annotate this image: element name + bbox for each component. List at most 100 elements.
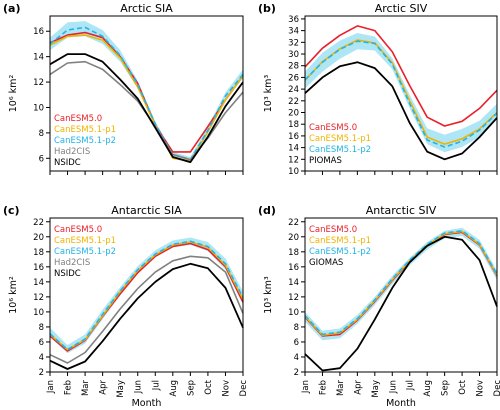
y-tick-label: 34 bbox=[288, 27, 299, 37]
y-tick-label: 16 bbox=[33, 263, 44, 273]
y-tick-label: 10 bbox=[33, 103, 44, 113]
panel-label: (b) bbox=[258, 2, 276, 15]
plot-frame bbox=[304, 15, 498, 172]
y-axis-label: 10³ km³ bbox=[263, 75, 274, 113]
plot-frame bbox=[49, 15, 244, 172]
chart-title: Antarctic SIA bbox=[111, 204, 182, 217]
y-tick-label: 18 bbox=[288, 248, 299, 258]
legend-entry-piomas: PIOMAS bbox=[309, 156, 342, 166]
y-tick-label: 6 bbox=[39, 154, 44, 164]
y-tick-label: 20 bbox=[288, 233, 299, 243]
plot-frame bbox=[49, 217, 244, 373]
panel-label: (d) bbox=[258, 204, 276, 217]
series-line-nsidc bbox=[49, 262, 244, 370]
x-tick-label: Oct bbox=[204, 379, 214, 394]
y-tick-label: 20 bbox=[33, 233, 44, 243]
x-tick-label: Jan bbox=[46, 380, 56, 394]
y-tick-label: 36 bbox=[288, 15, 299, 25]
legend-entry-canesm5-1-p1: CanESM5.1-p1 bbox=[309, 134, 371, 144]
legend-entry-canesm5-1-p2: CanESM5.1-p2 bbox=[54, 136, 116, 146]
y-tick-label: 26 bbox=[288, 73, 299, 83]
y-tick-label: 10 bbox=[288, 308, 299, 318]
x-tick-label: Jun bbox=[134, 380, 144, 394]
spread-band bbox=[50, 237, 243, 354]
legend-entry-canesm5-1-p1: CanESM5.1-p1 bbox=[54, 125, 116, 135]
y-tick-label: 8 bbox=[294, 323, 299, 333]
x-tick-label: Oct bbox=[458, 379, 468, 394]
legend-entry-canesm5-0: CanESM5.0 bbox=[309, 225, 357, 235]
x-tick-label: Feb bbox=[64, 380, 74, 395]
x-tick-label: May bbox=[371, 380, 381, 398]
y-tick-label: 10 bbox=[33, 308, 44, 318]
y-tick-label: 32 bbox=[288, 38, 299, 48]
series-line-piomas bbox=[304, 61, 498, 161]
y-axis-label: 10⁶ km² bbox=[8, 75, 19, 113]
y-tick-label: 6 bbox=[294, 338, 299, 348]
y-tick-label: 16 bbox=[33, 27, 44, 37]
legend-entry-giomas: GIOMAS bbox=[309, 258, 343, 268]
panel-label: (c) bbox=[3, 204, 20, 217]
legend-entry-canesm5-0: CanESM5.0 bbox=[54, 225, 102, 235]
y-tick-label: 12 bbox=[288, 293, 299, 303]
y-tick-label: 8 bbox=[39, 323, 44, 333]
y-tick-label: 18 bbox=[33, 248, 44, 258]
y-tick-label: 12 bbox=[33, 78, 44, 88]
y-tick-label: 12 bbox=[288, 155, 299, 165]
x-tick-label: Sep bbox=[186, 380, 196, 396]
y-tick-label: 4 bbox=[294, 353, 299, 363]
y-tick-label: 16 bbox=[288, 132, 299, 142]
y-tick-label: 6 bbox=[39, 338, 44, 348]
legend-entry-nsidc: NSIDC bbox=[54, 269, 81, 279]
y-tick-label: 18 bbox=[288, 120, 299, 130]
y-tick-label: 20 bbox=[288, 109, 299, 119]
y-tick-label: 10 bbox=[288, 167, 299, 177]
series-line-canesm5-1-p2 bbox=[49, 240, 244, 351]
series-line-canesm5-1-p2 bbox=[304, 40, 498, 148]
x-tick-label: Jul bbox=[406, 380, 416, 391]
y-tick-label: 30 bbox=[288, 50, 299, 60]
y-tick-label: 4 bbox=[39, 353, 44, 363]
legend-entry-canesm5-1-p1: CanESM5.1-p1 bbox=[54, 236, 116, 246]
legend-entry-nsidc: NSIDC bbox=[54, 158, 81, 168]
y-tick-label: 22 bbox=[288, 97, 299, 107]
spread-band bbox=[305, 227, 497, 341]
x-tick-label: Nov bbox=[221, 380, 231, 397]
series-line-canesm5-0 bbox=[304, 25, 498, 127]
y-tick-label: 24 bbox=[288, 85, 299, 95]
y-tick-label: 28 bbox=[288, 62, 299, 72]
x-tick-label: Apr bbox=[353, 380, 363, 395]
series-line-canesm5-1-p1 bbox=[49, 34, 244, 162]
x-tick-label: Dec bbox=[239, 380, 249, 397]
y-tick-label: 14 bbox=[288, 278, 299, 288]
y-tick-label: 14 bbox=[288, 144, 299, 154]
x-axis-label: Month bbox=[386, 398, 416, 409]
x-tick-label: Mar bbox=[81, 380, 91, 397]
legend-entry-canesm5-1-p2: CanESM5.1-p2 bbox=[54, 247, 116, 257]
plot-frame bbox=[304, 217, 498, 373]
panel-label: (a) bbox=[3, 2, 20, 15]
y-tick-label: 14 bbox=[33, 278, 44, 288]
legend-entry-canesm5-0: CanESM5.0 bbox=[54, 114, 102, 124]
y-tick-label: 22 bbox=[33, 218, 44, 228]
series-line-canesm5-1-p2 bbox=[304, 230, 498, 336]
series-line-canesm5-1-p2 bbox=[49, 26, 244, 161]
x-tick-label: Sep bbox=[441, 380, 451, 396]
x-tick-label: Aug bbox=[169, 380, 179, 397]
y-tick-label: 16 bbox=[288, 263, 299, 273]
x-tick-label: Jun bbox=[388, 380, 398, 394]
series-line-giomas bbox=[304, 235, 498, 372]
x-tick-label: Mar bbox=[336, 380, 346, 397]
y-tick-label: 2 bbox=[39, 368, 44, 378]
chart-title: Arctic SIV bbox=[375, 2, 428, 15]
legend-entry-had2cis: Had2CIS bbox=[54, 147, 90, 157]
panel-antarctic-sia: 2 4 6 8 10 12 14 16 18 20 22 Jan Feb Mar Apr May Jun Jul A… bbox=[3, 204, 249, 409]
series-line-nsidc bbox=[49, 53, 244, 163]
legend-entry-canesm5-1-p2: CanESM5.1-p2 bbox=[309, 145, 371, 155]
chart-title: Antarctic SIV bbox=[366, 204, 437, 217]
series-line-had2cis bbox=[49, 255, 244, 364]
y-tick-label: 14 bbox=[33, 53, 44, 63]
y-tick-label: 2 bbox=[294, 368, 299, 378]
y-axis-label: 10⁶ km² bbox=[8, 276, 19, 314]
